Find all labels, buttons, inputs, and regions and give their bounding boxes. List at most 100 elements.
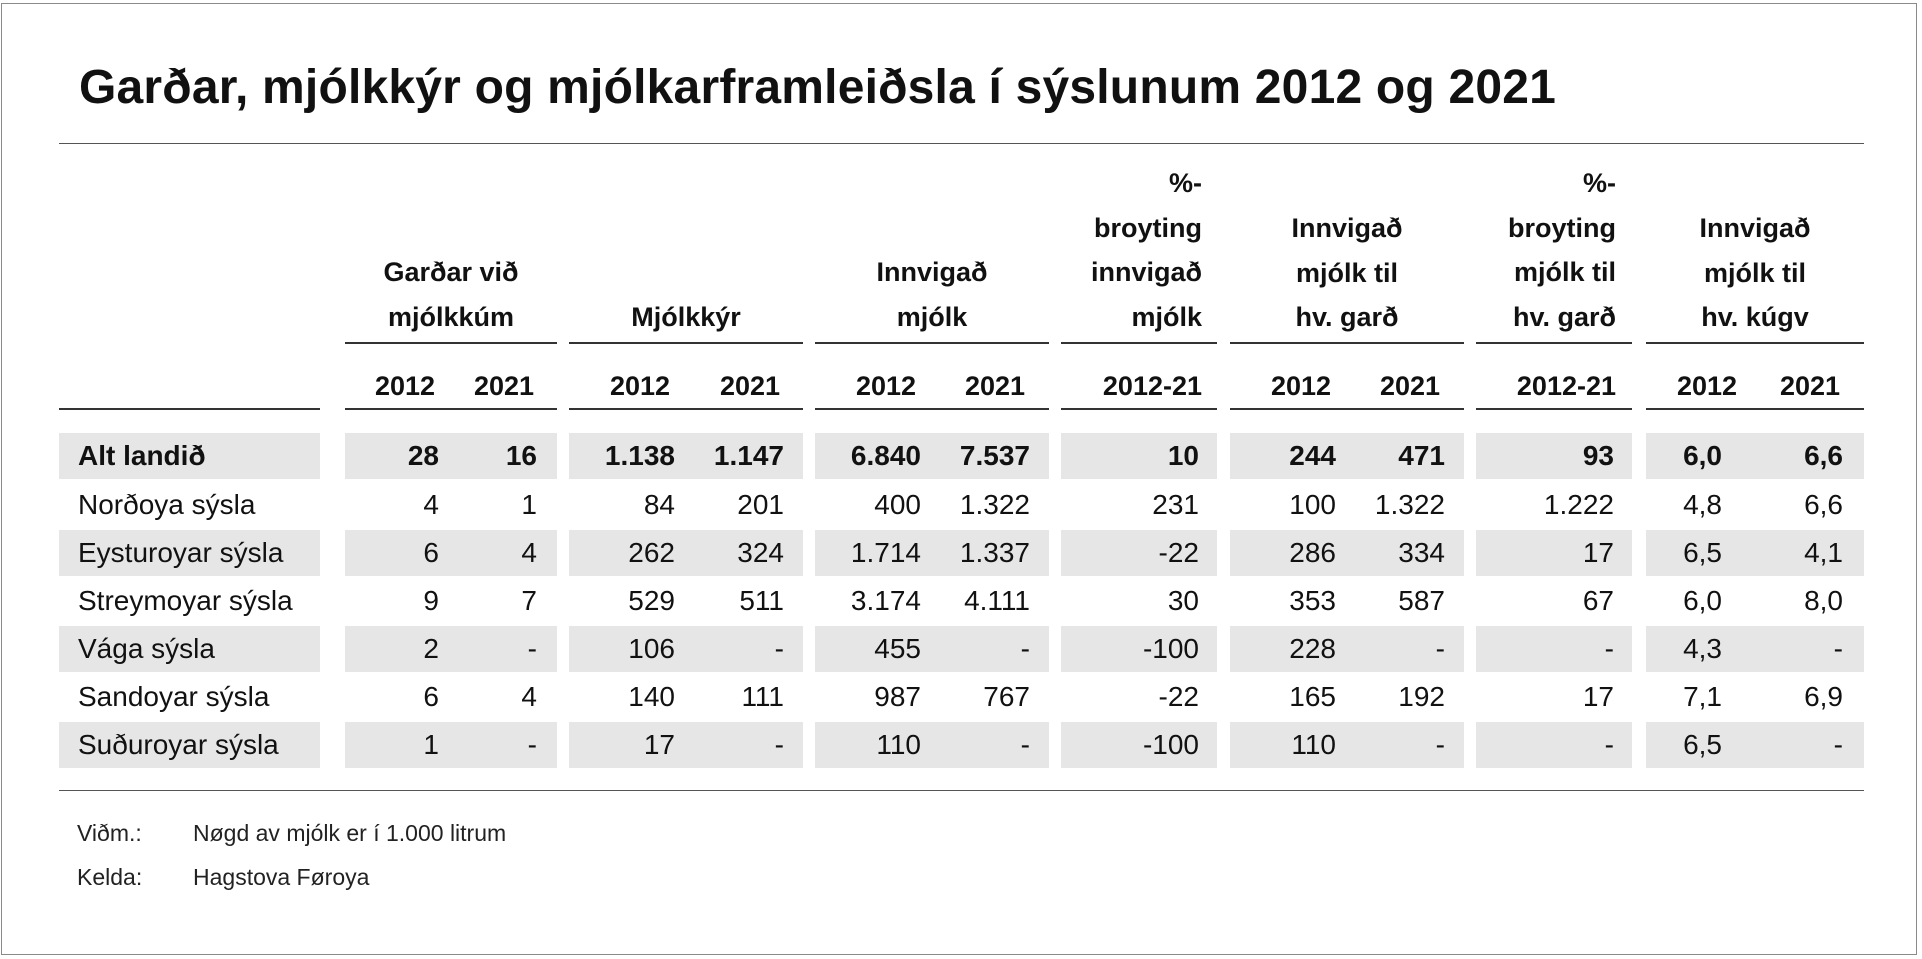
year-underline bbox=[1230, 408, 1464, 410]
table-cell: - bbox=[774, 633, 784, 664]
row-band bbox=[569, 530, 803, 576]
table-cell: 400 bbox=[874, 489, 921, 520]
row-band bbox=[815, 433, 1049, 479]
table-cell: 6 bbox=[423, 537, 439, 568]
table-cell: 28 bbox=[407, 440, 439, 471]
row-band bbox=[1230, 626, 1464, 672]
year-header: 2021 bbox=[473, 371, 535, 401]
row-band bbox=[1230, 722, 1464, 768]
year-underline bbox=[1061, 408, 1217, 410]
table-cell: 244 bbox=[1289, 440, 1336, 471]
header-line: broyting bbox=[1508, 212, 1616, 243]
year-header: 2021 bbox=[1379, 371, 1441, 401]
table-cell: 67 bbox=[1582, 585, 1614, 616]
table-cell: 6,6 bbox=[1804, 489, 1843, 520]
header-line: mjólk bbox=[896, 301, 968, 332]
table-cell: - bbox=[1435, 729, 1445, 760]
table-cell: 1.138 bbox=[604, 440, 675, 471]
year-underline bbox=[1476, 408, 1632, 410]
header-mjolk-kugv: Innvigað mjólk til hv. kúgv bbox=[1646, 206, 1864, 340]
table-cell: 110 bbox=[1291, 729, 1336, 760]
year-header: 2012 bbox=[609, 371, 671, 401]
row-band bbox=[1476, 722, 1632, 768]
row-band bbox=[1230, 530, 1464, 576]
year-header: 2012-21 bbox=[1516, 371, 1616, 401]
year-underline bbox=[815, 408, 1049, 410]
table-cell: - bbox=[527, 729, 537, 760]
group-underline bbox=[345, 342, 557, 344]
row-band bbox=[815, 722, 1049, 768]
header-mjolk-gard: Innvigað mjólk til hv. garð bbox=[1230, 206, 1464, 340]
table-cell: 1 bbox=[423, 729, 439, 760]
table-cell: 16 bbox=[505, 440, 537, 471]
table-frame bbox=[1, 3, 1917, 955]
year-header: 2021 bbox=[1779, 371, 1841, 401]
header-line: mjólk til bbox=[1513, 257, 1616, 287]
row-band bbox=[59, 433, 320, 479]
table-cell: 4,3 bbox=[1683, 633, 1722, 664]
table-cell: 471 bbox=[1398, 440, 1445, 471]
year-header: 2012 bbox=[1270, 371, 1332, 401]
header-pct-innvigad: %- broyting innvigað mjólk bbox=[1062, 161, 1202, 339]
row-band bbox=[59, 722, 320, 768]
table-cell: 1.147 bbox=[713, 440, 784, 471]
table-cell: 587 bbox=[1398, 585, 1445, 616]
table-cell: 6,9 bbox=[1804, 681, 1843, 712]
row-label: Sandoyar sýsla bbox=[78, 681, 270, 712]
table-cell: 7,1 bbox=[1683, 681, 1722, 712]
row-label: Streymoyar sýsla bbox=[78, 585, 293, 616]
row-band bbox=[569, 722, 803, 768]
row-band bbox=[1061, 722, 1217, 768]
table-cell: 286 bbox=[1289, 537, 1336, 568]
row-band bbox=[1646, 433, 1864, 479]
row-band bbox=[1646, 530, 1864, 576]
group-underline bbox=[1061, 342, 1217, 344]
table-cell: 7 bbox=[521, 585, 537, 616]
row-band bbox=[345, 626, 557, 672]
header-line: mjólk til bbox=[1703, 257, 1806, 288]
table-cell: 4 bbox=[521, 537, 537, 568]
row-band bbox=[569, 626, 803, 672]
table-cell: 324 bbox=[737, 537, 784, 568]
row-band bbox=[345, 530, 557, 576]
table-cell: 165 bbox=[1289, 681, 1336, 712]
table-cell: - bbox=[1020, 729, 1030, 760]
row-band bbox=[345, 433, 557, 479]
table-cell: 17 bbox=[643, 729, 675, 760]
table-cell: 192 bbox=[1398, 681, 1445, 712]
table-cell: 140 bbox=[628, 681, 675, 712]
table-cell: 1.714 bbox=[850, 537, 921, 568]
table-cell: 1.222 bbox=[1543, 489, 1614, 520]
table-cell: - bbox=[1833, 633, 1843, 664]
table-cell: 228 bbox=[1289, 633, 1336, 664]
header-line: hv. garð bbox=[1295, 302, 1399, 332]
table-cell: -100 bbox=[1142, 729, 1199, 760]
row-band bbox=[1061, 433, 1217, 479]
table-cell: 93 bbox=[1582, 440, 1614, 471]
bottom-rule bbox=[59, 790, 1864, 791]
table-cell: 84 bbox=[643, 489, 675, 520]
row-band bbox=[1476, 433, 1632, 479]
source-key: Kelda: bbox=[77, 864, 143, 890]
header-line: %- bbox=[1583, 168, 1616, 198]
note-text: Nøgd av mjólk er í 1.000 litrum bbox=[193, 820, 507, 846]
year-header: 2021 bbox=[964, 371, 1026, 401]
table-cell: 6,5 bbox=[1683, 729, 1722, 760]
table-cell: 987 bbox=[874, 681, 921, 712]
year-underline bbox=[345, 408, 557, 410]
table-cell: 106 bbox=[628, 633, 675, 664]
year-underline bbox=[59, 408, 320, 410]
group-underline bbox=[569, 342, 803, 344]
row-label: Vága sýsla bbox=[78, 633, 215, 664]
table-cell: 231 bbox=[1152, 489, 1199, 520]
header-line: Innvigað bbox=[876, 257, 988, 287]
row-band bbox=[569, 433, 803, 479]
row-label: Suðuroyar sýsla bbox=[78, 729, 279, 760]
table-cell: 334 bbox=[1398, 537, 1445, 568]
header-innvigad: Innvigað mjólk bbox=[815, 250, 1049, 339]
table-cell: 455 bbox=[874, 633, 921, 664]
header-line: mjólkkúm bbox=[387, 301, 515, 332]
row-band bbox=[815, 530, 1049, 576]
year-header: 2012 bbox=[374, 371, 436, 401]
note-key: Viðm.: bbox=[77, 820, 142, 846]
